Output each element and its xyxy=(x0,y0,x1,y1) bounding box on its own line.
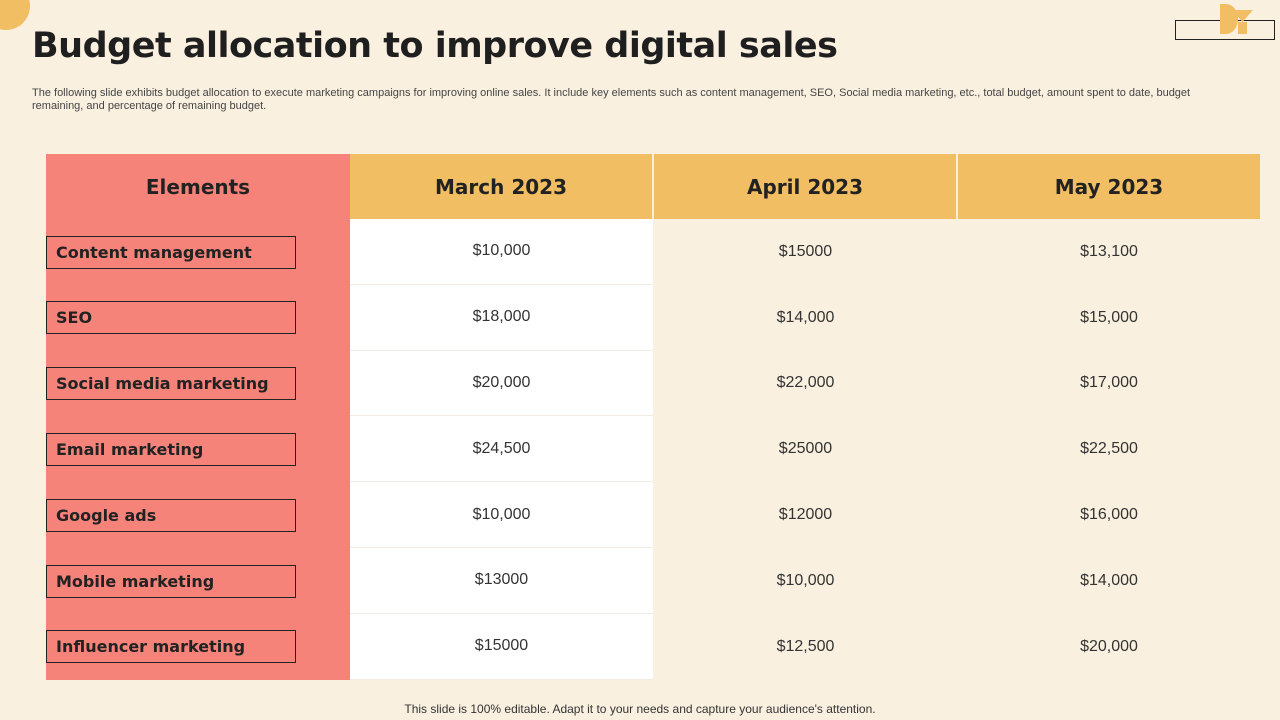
header-elements: Elements xyxy=(145,174,251,199)
cell-april: $14,000 xyxy=(654,284,957,351)
cell-march: $13000 xyxy=(350,548,653,614)
footer-note: This slide is 100% editable. Adapt it to… xyxy=(404,702,876,716)
page-subtitle: The following slide exhibits budget allo… xyxy=(32,87,1191,112)
header-march: March 2023 xyxy=(350,154,652,219)
row-label: Google ads xyxy=(46,498,296,532)
row-label: Social media marketing xyxy=(46,367,296,401)
cell-may: $15,000 xyxy=(958,284,1260,351)
cell-may: $17,000 xyxy=(958,350,1260,417)
cell-april: $22,000 xyxy=(654,350,957,417)
cell-march: $20,000 xyxy=(350,350,653,417)
row-label: Email marketing xyxy=(46,432,296,466)
cell-may: $20,000 xyxy=(958,613,1260,680)
cell-may: $14,000 xyxy=(958,548,1260,614)
cell-april: $10,000 xyxy=(654,548,957,614)
cell-april: $15000 xyxy=(654,219,957,285)
cell-may: $22,500 xyxy=(958,416,1260,483)
elements-column xyxy=(46,154,350,680)
cell-march: $15000 xyxy=(350,613,653,680)
corner-decoration xyxy=(0,0,30,30)
header-may: May 2023 xyxy=(958,154,1260,219)
cell-march: $10,000 xyxy=(350,482,653,548)
cell-march: $18,000 xyxy=(350,284,653,351)
cell-april: $25000 xyxy=(654,416,957,483)
page-title: Budget allocation to improve digital sal… xyxy=(32,26,838,66)
row-label: SEO xyxy=(46,301,296,335)
cell-april: $12,500 xyxy=(654,613,957,680)
cell-may: $13,100 xyxy=(958,219,1260,285)
budget-table: Elements March 2023 April 2023 May 2023 … xyxy=(46,154,1260,680)
brand-logo-icon xyxy=(1220,4,1253,34)
row-label: Influencer marketing xyxy=(46,630,296,664)
row-label: Mobile marketing xyxy=(46,564,296,598)
row-label: Content management xyxy=(46,235,296,269)
cell-march: $10,000 xyxy=(350,219,653,285)
cell-march: $24,500 xyxy=(350,416,653,483)
header-april: April 2023 xyxy=(654,154,956,219)
cell-may: $16,000 xyxy=(958,482,1260,548)
cell-april: $12000 xyxy=(654,482,957,548)
